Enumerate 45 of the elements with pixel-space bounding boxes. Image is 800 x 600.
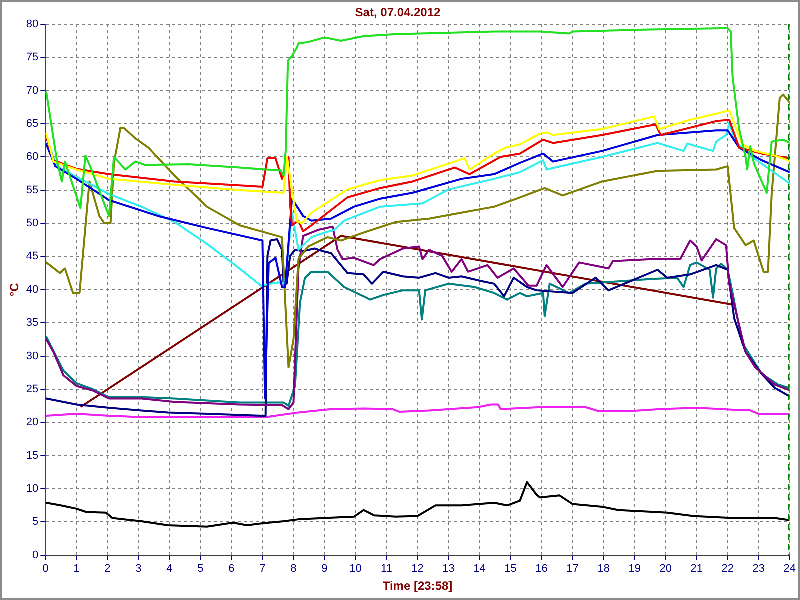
x-tick-label: 20	[660, 563, 672, 576]
y-tick-label: 0	[32, 549, 39, 562]
x-tick-label: 22	[722, 563, 734, 576]
x-tick-label: 7	[260, 563, 266, 576]
x-tick-label: 3	[136, 563, 142, 576]
y-axis-title: °C	[8, 282, 22, 297]
y-tick-label: 40	[26, 284, 39, 296]
y-tick-label: 60	[26, 151, 39, 164]
y-tick-label: 20	[26, 416, 39, 429]
x-tick-label: 17	[566, 563, 579, 576]
x-tick-label: 8	[290, 563, 297, 576]
x-tick-label: 6	[228, 563, 235, 576]
x-tick-label: 2	[104, 563, 111, 576]
x-tick-label: 13	[442, 563, 455, 576]
y-tick-label: 75	[26, 52, 39, 64]
x-tick-label: 15	[504, 563, 517, 576]
y-tick-label: 55	[26, 184, 39, 196]
x-tick-label: 4	[166, 563, 173, 576]
y-tick-label: 35	[26, 317, 39, 330]
x-tick-label: 18	[598, 563, 610, 576]
x-tick-label: 19	[628, 563, 641, 576]
x-tick-label: 24	[784, 563, 796, 576]
x-tick-label: 0	[42, 563, 49, 576]
x-tick-label: 11	[381, 563, 392, 576]
x-tick-label: 1	[74, 563, 80, 576]
x-tick-label: 21	[690, 563, 703, 576]
x-tick-label: 16	[536, 563, 548, 576]
y-tick-label: 80	[26, 18, 39, 30]
x-tick-label: 9	[322, 563, 328, 576]
y-tick-label: 25	[26, 383, 39, 396]
x-tick-label: 5	[198, 563, 204, 576]
y-tick-label: 15	[26, 450, 39, 462]
x-tick-label: 14	[474, 563, 486, 576]
x-tick-label: 10	[350, 563, 362, 576]
chart-title: Sat, 07.04.2012	[355, 6, 442, 20]
y-tick-label: 70	[26, 84, 39, 97]
y-tick-label: 5	[32, 516, 39, 528]
x-tick-label: 23	[752, 563, 765, 576]
y-tick-label: 30	[26, 350, 39, 362]
y-tick-label: 65	[26, 118, 39, 130]
y-tick-label: 10	[26, 483, 39, 496]
x-tick-label: 12	[412, 563, 424, 576]
y-tick-label: 45	[26, 250, 39, 263]
y-tick-label: 50	[26, 218, 39, 230]
x-axis-title: Time [23:58]	[382, 579, 453, 594]
